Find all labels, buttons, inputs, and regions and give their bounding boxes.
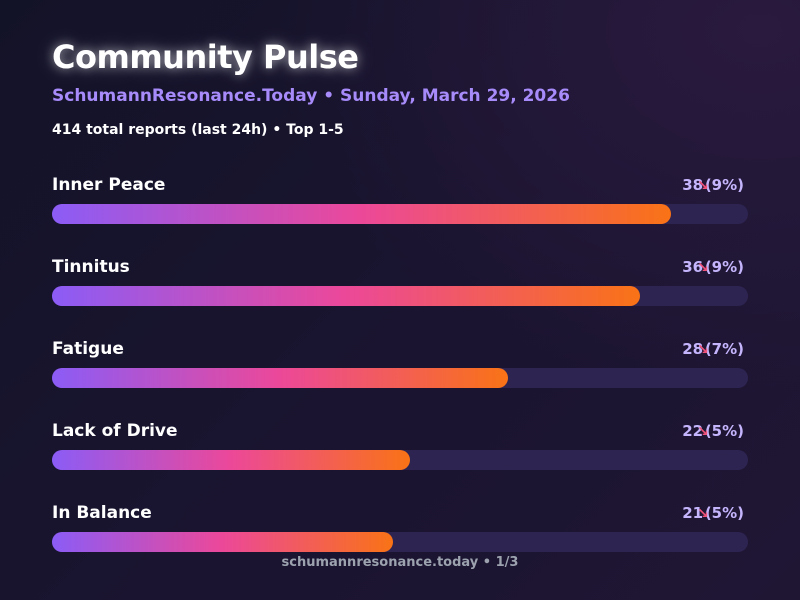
trend-down-icon: ↘: [697, 506, 709, 522]
bar-value-label: 38↘(9%): [682, 176, 744, 194]
bar-value-label: 22↘(5%): [682, 422, 744, 440]
bar-count: 21: [682, 504, 704, 522]
bar-row: Lack of Drive 22↘(5%): [52, 421, 748, 503]
bar-label: Inner Peace: [52, 175, 166, 195]
trend-down-icon: ↘: [697, 342, 709, 358]
bar-chart: Inner Peace 38↘(9%) Tinnitus 36↘(9%) Fat…: [52, 175, 748, 585]
bar-label: Lack of Drive: [52, 421, 178, 441]
bar-track: [52, 204, 748, 224]
trend-down-icon: ↘: [697, 424, 709, 440]
bar-track: [52, 450, 748, 470]
bar-label: Tinnitus: [52, 257, 130, 277]
bar-row: Fatigue 28↘(7%): [52, 339, 748, 421]
bar-value-label: 36↘(9%): [682, 258, 744, 276]
bar-fill: [52, 286, 641, 306]
bar-value-label: 28↘(7%): [682, 340, 744, 358]
bar-value-label: 21↘(5%): [682, 504, 744, 522]
site-and-date: SchumannResonance.Today • Sunday, March …: [52, 86, 570, 106]
bar-percent: (9%): [704, 176, 744, 194]
bar-fill: [52, 450, 411, 470]
trend-down-icon: ↘: [697, 260, 709, 276]
footer-caption: schumannresonance.today • 1/3: [281, 555, 519, 570]
bar-percent: (7%): [704, 340, 744, 358]
bar-count: 28: [682, 340, 704, 358]
bar-percent: (5%): [704, 504, 744, 522]
bar-count: 36: [682, 258, 704, 276]
bar-row: Tinnitus 36↘(9%): [52, 257, 748, 339]
bar-label: Fatigue: [52, 339, 124, 359]
bar-row: In Balance 21↘(5%): [52, 503, 748, 585]
bar-fill: [52, 532, 394, 552]
bar-percent: (5%): [704, 422, 744, 440]
trend-down-icon: ↘: [697, 178, 709, 194]
bar-fill: [52, 204, 672, 224]
bar-track: [52, 286, 748, 306]
bar-percent: (9%): [704, 258, 744, 276]
chart-title: Community Pulse: [52, 38, 359, 76]
bar-track: [52, 532, 748, 552]
bar-label: In Balance: [52, 503, 152, 523]
report-summary: 414 total reports (last 24h) • Top 1-5: [52, 122, 344, 138]
bar-count: 22: [682, 422, 704, 440]
bar-row: Inner Peace 38↘(9%): [52, 175, 748, 257]
bar-track: [52, 368, 748, 388]
bar-count: 38: [682, 176, 704, 194]
bar-fill: [52, 368, 508, 388]
